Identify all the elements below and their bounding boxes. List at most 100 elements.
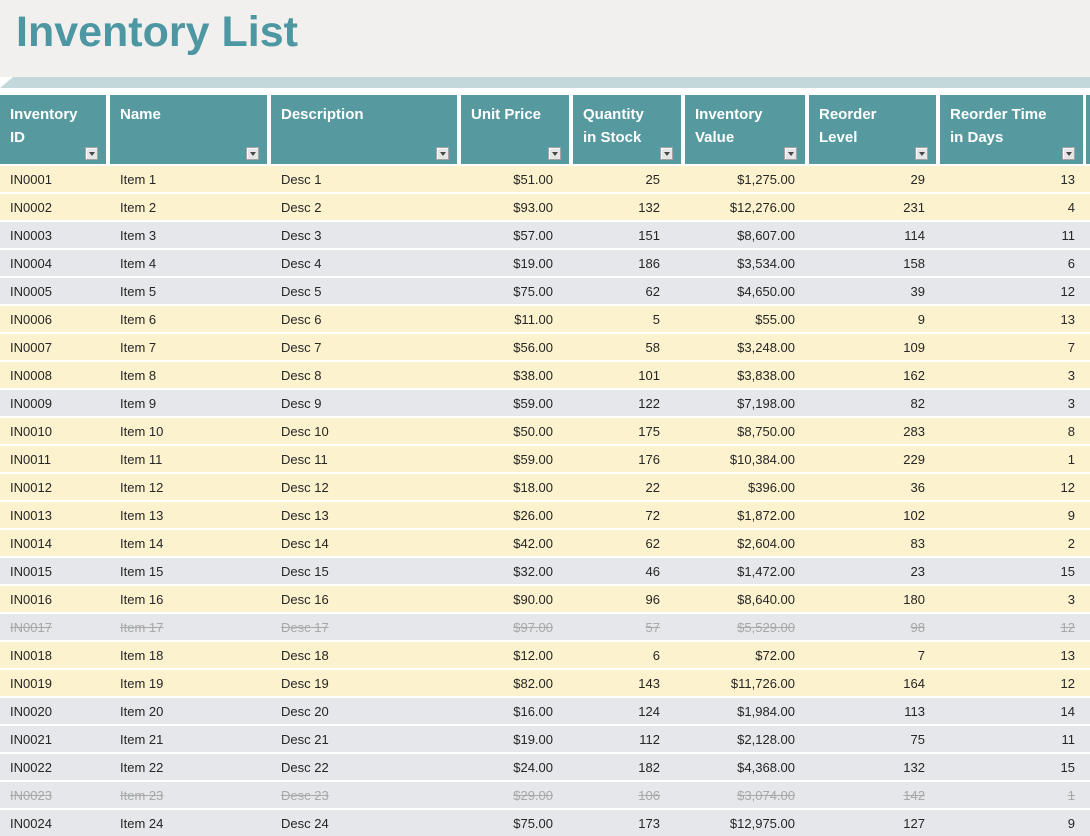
cell-qty[interactable]: 62 — [645, 535, 660, 551]
cell-value[interactable]: $3,838.00 — [737, 367, 795, 383]
cell-unit_price[interactable]: $19.00 — [513, 255, 553, 271]
cell-name[interactable]: Item 2 — [120, 199, 157, 215]
cell-desc[interactable]: Desc 8 — [281, 367, 322, 383]
cell-desc[interactable]: Desc 3 — [281, 227, 322, 243]
cell-unit_price[interactable]: $57.00 — [513, 227, 553, 243]
cell-name[interactable]: Item 4 — [120, 255, 157, 271]
cell-unit_price[interactable]: $93.00 — [513, 199, 553, 215]
cell-unit_price[interactable]: $97.00 — [513, 619, 553, 635]
cell-desc[interactable]: Desc 19 — [281, 675, 329, 691]
cell-reorder_time[interactable]: 15 — [1060, 563, 1075, 579]
cell-qty[interactable]: 72 — [645, 507, 660, 523]
cell-value[interactable]: $4,368.00 — [737, 759, 795, 775]
cell-qty[interactable]: 58 — [645, 339, 660, 355]
cell-desc[interactable]: Desc 1 — [281, 171, 322, 187]
cell-desc[interactable]: Desc 20 — [281, 703, 329, 719]
cell-desc[interactable]: Desc 23 — [281, 787, 329, 803]
cell-reorder_time[interactable]: 12 — [1060, 479, 1075, 495]
cell-value[interactable]: $396.00 — [748, 479, 795, 495]
cell-unit_price[interactable]: $50.00 — [513, 423, 553, 439]
cell-desc[interactable]: Desc 4 — [281, 255, 322, 271]
cell-value[interactable]: $55.00 — [755, 311, 795, 327]
cell-value[interactable]: $1,275.00 — [737, 171, 795, 187]
cell-value[interactable]: $8,750.00 — [737, 423, 795, 439]
cell-value[interactable]: $8,640.00 — [737, 591, 795, 607]
cell-id[interactable]: IN0022 — [10, 759, 52, 775]
cell-qty[interactable]: 6 — [652, 647, 660, 663]
cell-desc[interactable]: Desc 15 — [281, 563, 329, 579]
cell-value[interactable]: $3,074.00 — [737, 787, 795, 803]
cell-qty[interactable]: 25 — [645, 171, 660, 187]
cell-id[interactable]: IN0019 — [10, 675, 52, 691]
cell-id[interactable]: IN0003 — [10, 227, 52, 243]
cell-unit_price[interactable]: $26.00 — [513, 507, 553, 523]
cell-reorder_level[interactable]: 231 — [903, 199, 925, 215]
cell-name[interactable]: Item 10 — [120, 423, 164, 439]
cell-reorder_level[interactable]: 142 — [903, 787, 925, 803]
cell-name[interactable]: Item 7 — [120, 339, 157, 355]
cell-name[interactable]: Item 21 — [120, 731, 164, 747]
cell-qty[interactable]: 175 — [638, 423, 660, 439]
cell-name[interactable]: Item 13 — [120, 507, 164, 523]
cell-value[interactable]: $12,276.00 — [729, 199, 795, 215]
cell-reorder_time[interactable]: 14 — [1060, 703, 1075, 719]
cell-desc[interactable]: Desc 12 — [281, 479, 329, 495]
cell-name[interactable]: Item 15 — [120, 563, 164, 579]
cell-reorder_level[interactable]: 132 — [903, 759, 925, 775]
cell-reorder_time[interactable]: 13 — [1060, 647, 1075, 663]
cell-unit_price[interactable]: $29.00 — [513, 787, 553, 803]
cell-reorder_time[interactable]: 3 — [1067, 367, 1075, 383]
cell-id[interactable]: IN0016 — [10, 591, 52, 607]
cell-reorder_level[interactable]: 114 — [904, 227, 925, 243]
cell-desc[interactable]: Desc 14 — [281, 535, 329, 551]
cell-desc[interactable]: Desc 9 — [281, 395, 322, 411]
cell-name[interactable]: Item 16 — [120, 591, 164, 607]
cell-reorder_level[interactable]: 83 — [910, 535, 925, 551]
cell-qty[interactable]: 46 — [645, 563, 660, 579]
cell-id[interactable]: IN0011 — [10, 451, 51, 467]
cell-id[interactable]: IN0006 — [10, 311, 52, 327]
cell-qty[interactable]: 186 — [638, 255, 660, 271]
cell-qty[interactable]: 132 — [638, 199, 660, 215]
cell-value[interactable]: $7,198.00 — [737, 395, 795, 411]
cell-name[interactable]: Item 1 — [120, 171, 157, 187]
cell-reorder_time[interactable]: 11 — [1061, 731, 1076, 747]
cell-id[interactable]: IN0015 — [10, 563, 52, 579]
filter-dropdown-button-id[interactable] — [85, 147, 98, 160]
cell-value[interactable]: $12,975.00 — [729, 815, 795, 831]
cell-qty[interactable]: 62 — [645, 283, 660, 299]
cell-id[interactable]: IN0023 — [10, 787, 52, 803]
cell-id[interactable]: IN0021 — [10, 731, 52, 747]
cell-value[interactable]: $5,529.00 — [737, 619, 795, 635]
cell-reorder_level[interactable]: 82 — [910, 395, 925, 411]
cell-id[interactable]: IN0009 — [10, 395, 52, 411]
cell-unit_price[interactable]: $24.00 — [513, 759, 553, 775]
cell-unit_price[interactable]: $90.00 — [513, 591, 553, 607]
cell-reorder_level[interactable]: 98 — [910, 619, 925, 635]
cell-unit_price[interactable]: $12.00 — [513, 647, 553, 663]
cell-qty[interactable]: 57 — [645, 619, 660, 635]
cell-name[interactable]: Item 9 — [120, 395, 157, 411]
cell-unit_price[interactable]: $38.00 — [513, 367, 553, 383]
cell-id[interactable]: IN0010 — [10, 423, 52, 439]
filter-dropdown-button-desc[interactable] — [436, 147, 449, 160]
cell-name[interactable]: Item 17 — [120, 619, 164, 635]
cell-reorder_level[interactable]: 9 — [917, 311, 925, 327]
cell-qty[interactable]: 176 — [638, 451, 660, 467]
cell-reorder_time[interactable]: 2 — [1067, 535, 1075, 551]
cell-name[interactable]: Item 14 — [120, 535, 164, 551]
filter-dropdown-button-reorder_level[interactable] — [915, 147, 928, 160]
cell-name[interactable]: Item 22 — [120, 759, 164, 775]
cell-id[interactable]: IN0017 — [10, 619, 52, 635]
cell-desc[interactable]: Desc 22 — [281, 759, 329, 775]
cell-reorder_level[interactable]: 75 — [910, 731, 925, 747]
cell-unit_price[interactable]: $42.00 — [513, 535, 553, 551]
cell-reorder_level[interactable]: 36 — [910, 479, 925, 495]
cell-reorder_level[interactable]: 180 — [903, 591, 925, 607]
cell-unit_price[interactable]: $75.00 — [513, 815, 553, 831]
cell-id[interactable]: IN0013 — [10, 507, 52, 523]
cell-value[interactable]: $3,248.00 — [737, 339, 795, 355]
cell-unit_price[interactable]: $51.00 — [513, 171, 553, 187]
cell-value[interactable]: $11,726.00 — [730, 675, 795, 691]
cell-reorder_time[interactable]: 6 — [1067, 255, 1075, 271]
